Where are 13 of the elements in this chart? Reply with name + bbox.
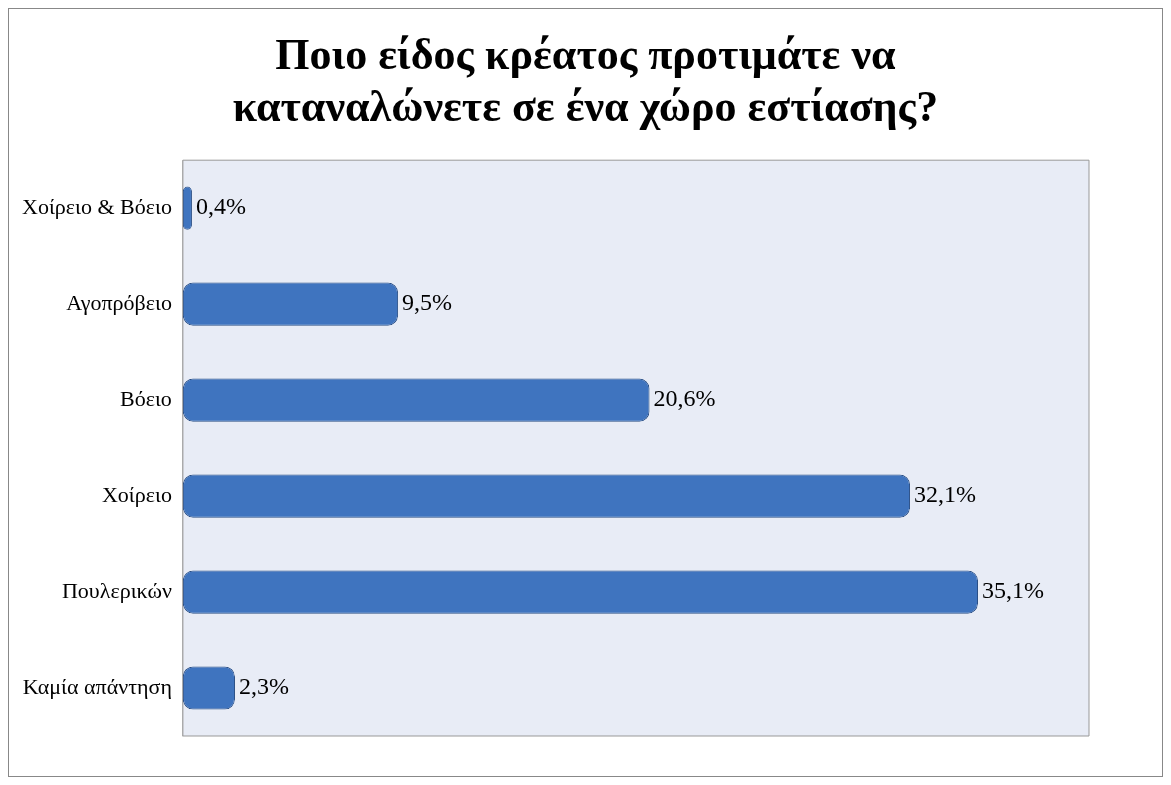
data-label: 0,4% [195,193,246,220]
y-tick-label: Χοίρειο [101,481,172,507]
y-tick-label: Καμία απάντηση [22,673,172,699]
y-tick-label: Χοίρειο & Βόειο [22,193,172,219]
y-tick-label: Αγοπρόβειο [66,289,172,315]
data-label: 2,3% [238,673,289,700]
data-label: 32,1% [914,481,977,508]
data-label: 20,6% [653,385,716,412]
data-label: 9,5% [402,289,453,316]
y-tick-label: Πουλερικών [61,577,172,603]
data-label: 35,1% [982,577,1044,604]
chart-title: Ποιο είδος κρέατος προτιμάτε να καταναλώνετε σε ένα χώρο εστίασης? [231,29,940,133]
y-tick-label: Βόειο [120,385,172,411]
